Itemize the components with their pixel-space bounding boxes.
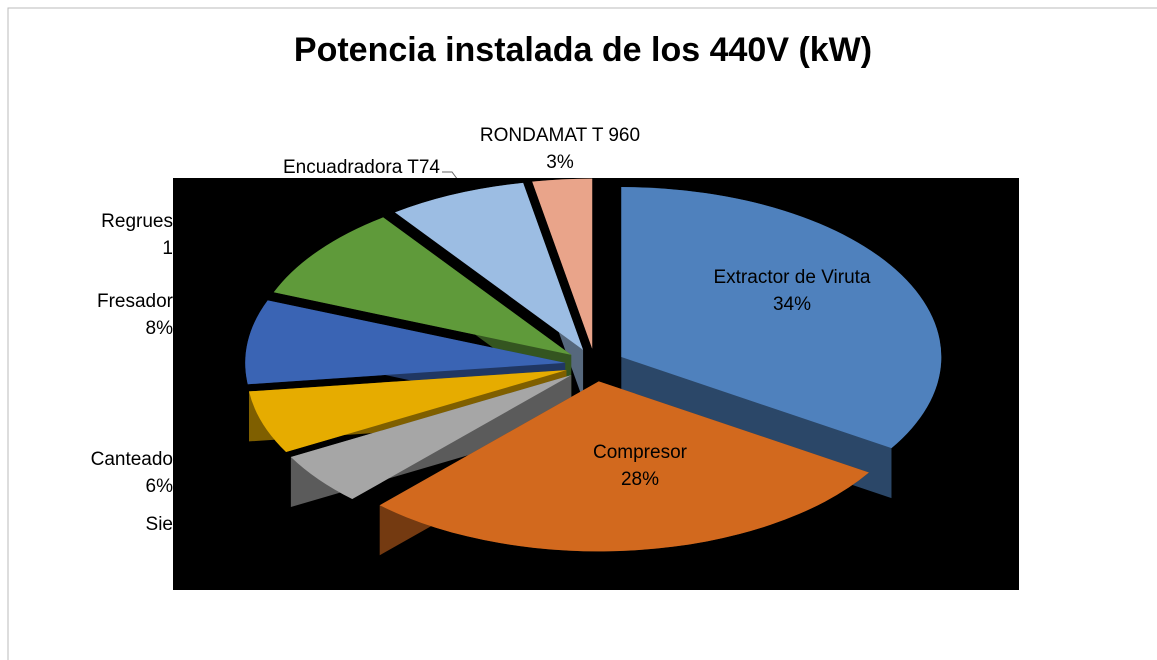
slice (532, 178, 593, 349)
slice-value-label: 3% (546, 152, 574, 173)
slice-label: Compresor (593, 442, 688, 463)
slice (621, 187, 942, 449)
slice (379, 381, 869, 552)
slice-value-label: 1 (162, 238, 173, 259)
leader-line (442, 171, 459, 181)
slice-value-label: 34% (773, 294, 811, 315)
slice-side (290, 375, 572, 550)
slice-label: Canteado (91, 449, 173, 470)
slice (273, 217, 572, 355)
slice-label: RONDAMAT T 960 (480, 125, 640, 146)
slice (245, 300, 566, 385)
slice-label: Encuadradora T74 (283, 157, 440, 178)
slice (290, 375, 572, 500)
slice-label: Extractor de Viruta (713, 267, 870, 288)
slice (248, 370, 567, 452)
slice-label: Fresador (97, 291, 174, 312)
chart-title: Potencia instalada de los 440V (kW) (294, 31, 872, 69)
slice (394, 182, 584, 350)
slice-value-label: 8% (146, 318, 174, 339)
frame (7, 7, 1157, 660)
slice-label: Regrues (101, 211, 173, 232)
slice-value-label: 28% (621, 469, 659, 490)
slice-label: Sie (146, 514, 173, 535)
slice-value-label: 6% (146, 476, 174, 497)
